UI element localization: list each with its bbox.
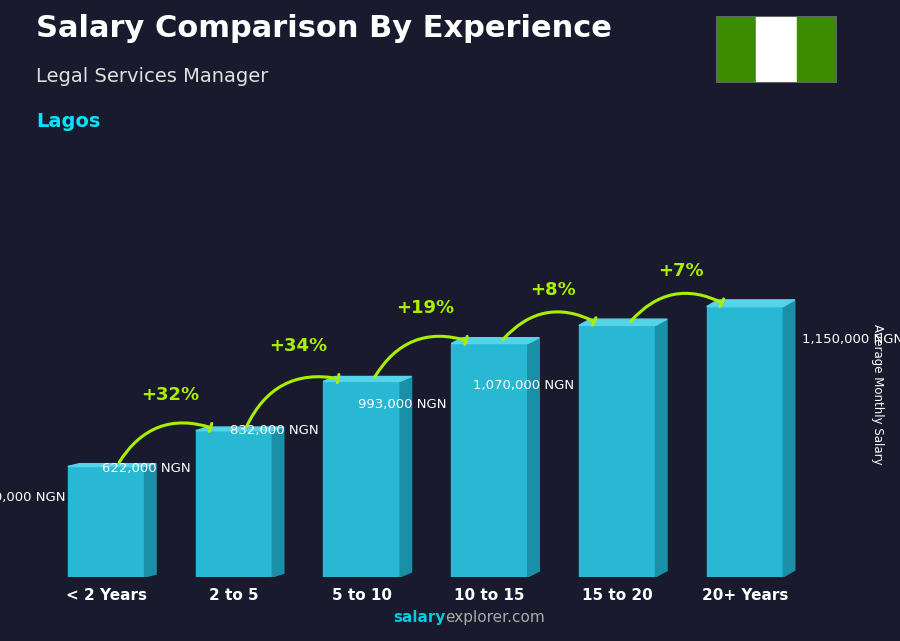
Polygon shape [451,338,539,344]
Polygon shape [783,300,795,577]
Text: 832,000 NGN: 832,000 NGN [230,424,319,437]
Text: 993,000 NGN: 993,000 NGN [357,397,446,411]
Text: +8%: +8% [530,281,576,299]
Bar [756,16,796,83]
Polygon shape [579,319,667,326]
Text: Salary Comparison By Experience: Salary Comparison By Experience [36,14,612,43]
Text: Legal Services Manager: Legal Services Manager [36,67,268,87]
Text: +7%: +7% [658,262,704,280]
Text: +34%: +34% [269,337,327,355]
Bar [796,16,837,83]
Polygon shape [400,376,411,577]
Text: +32%: +32% [141,386,199,404]
Polygon shape [323,376,411,381]
Bar [579,326,655,577]
Bar [68,467,145,577]
Text: Lagos: Lagos [36,112,101,131]
Polygon shape [527,338,539,577]
Text: 1,070,000 NGN: 1,070,000 NGN [472,379,574,392]
Polygon shape [195,427,284,431]
Text: 622,000 NGN: 622,000 NGN [102,462,191,475]
Bar [195,431,273,577]
Text: salary: salary [393,610,446,625]
Text: explorer.com: explorer.com [446,610,545,625]
Text: +19%: +19% [397,299,454,317]
Bar [706,306,783,577]
Bar [716,16,756,83]
Text: Average Monthly Salary: Average Monthly Salary [871,324,884,465]
Text: 470,000 NGN: 470,000 NGN [0,491,66,504]
Polygon shape [706,300,795,306]
Bar [451,344,527,577]
Bar [323,381,400,577]
Polygon shape [273,427,284,577]
Polygon shape [68,463,156,467]
Text: 1,150,000 NGN: 1,150,000 NGN [803,333,900,345]
Polygon shape [655,319,667,577]
Polygon shape [145,463,156,577]
